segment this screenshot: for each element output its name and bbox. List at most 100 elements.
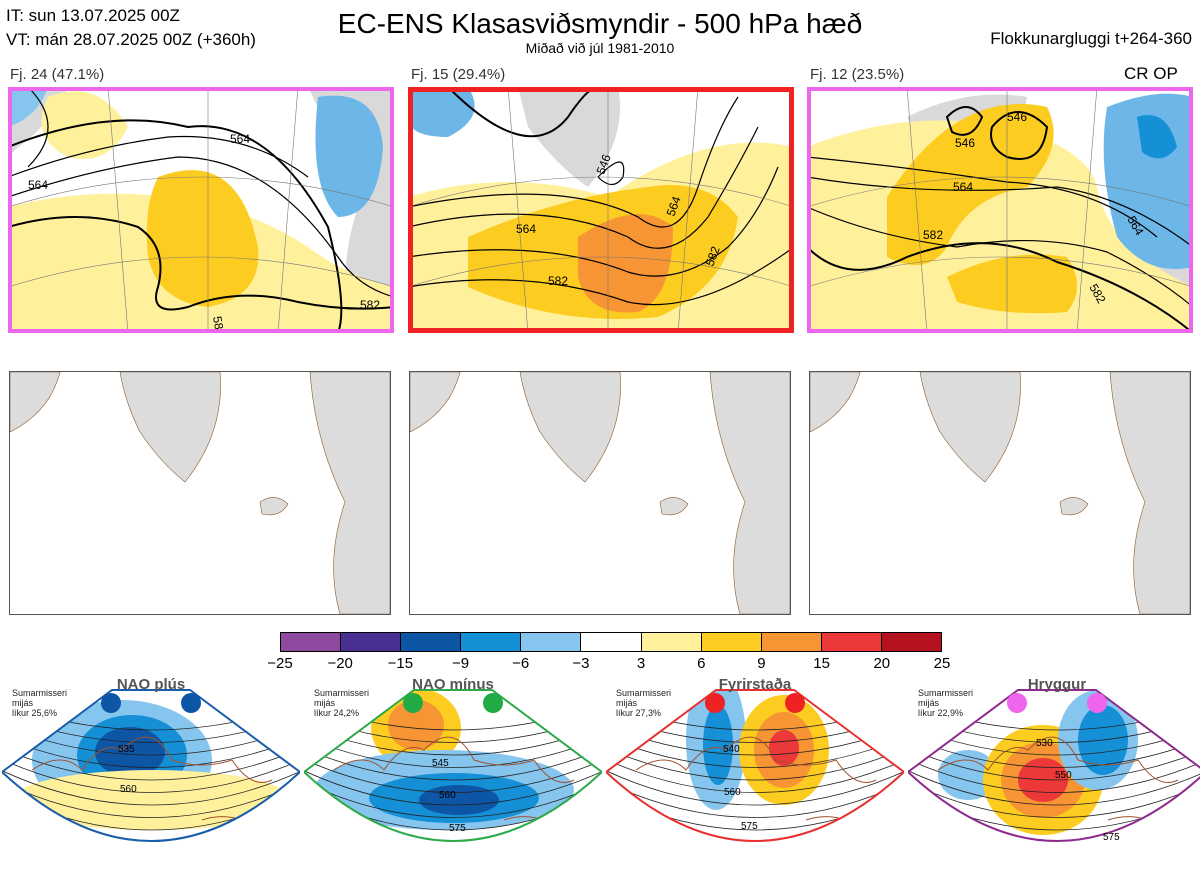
colorbar-tick-label: 20 [873, 655, 891, 672]
contour-label: 564 [953, 180, 973, 194]
contour-label: 582 [703, 244, 723, 268]
cluster-1-label: Fj. 24 (47.1%) [10, 66, 105, 83]
colorbar-segment [281, 633, 342, 651]
contour-label: 540 [723, 744, 740, 755]
regime-panel: 535 560 Sumarmisseri mijás líkur 25,6% NAO pl… [0, 676, 302, 870]
cluster-3-map: 546 546 564 582 564 582 [807, 87, 1193, 333]
contour-label: 582 [548, 274, 568, 288]
contour-label: 546 [955, 136, 975, 150]
cr-op-label: CR OP [1124, 64, 1178, 83]
contour-label: 582 [923, 228, 943, 242]
colorbar-tick-label: 9 [757, 655, 766, 672]
contour-label: 564 [230, 132, 250, 146]
contour-label: 575 [449, 823, 466, 834]
regime-name: Fyrirstaða [718, 676, 792, 693]
europe-land [709, 372, 790, 614]
graticule [8, 87, 394, 333]
greenland-land [119, 372, 221, 483]
anomaly-area [1023, 842, 1053, 854]
anomaly-positive [947, 254, 1077, 314]
anomaly-negative [8, 87, 48, 127]
contour-label: 582 [360, 298, 380, 312]
colorbar-segment [341, 633, 402, 651]
iceland-land [259, 497, 289, 516]
contour-label: 575 [1103, 832, 1120, 843]
canada-land [810, 372, 861, 433]
cluster-2-map: 546 564 582 564 582 [408, 87, 794, 333]
cluster-1-frame [8, 87, 394, 333]
colorbar-tick-label: −3 [572, 655, 590, 672]
contour-label: 546 [1007, 110, 1027, 124]
height-contour [2, 765, 300, 806]
colorbar-segment [461, 633, 522, 651]
contour-label: 550 [1055, 770, 1072, 781]
regime-info-line: Sumarmisseri [918, 688, 974, 698]
regime-panel: 545 560 575 Sumarmisseri mijás líkur 24,2% NAO… [302, 676, 604, 870]
regime-marker-dot [483, 693, 503, 713]
anomaly-area [769, 730, 799, 766]
contour-label: 535 [118, 744, 135, 755]
height-contour [908, 776, 1200, 818]
colorbar-tick-label: 15 [813, 655, 830, 672]
regime-info-line: mijás [918, 698, 940, 708]
contour-label: 560 [724, 787, 741, 798]
colorbar-tick-label: 3 [636, 655, 646, 672]
regime-frame [906, 689, 1200, 842]
valid-time: VT: mán 28.07.2025 00Z (+360h) [6, 30, 256, 49]
empty-map-3 [809, 371, 1191, 615]
colorbar-segment [521, 633, 582, 651]
graticule [807, 87, 1193, 333]
height-contour [606, 765, 904, 806]
anomaly-area [419, 785, 499, 815]
regime-info-line: mijás [12, 698, 34, 708]
colorbar-tick-label: 6 [697, 655, 706, 672]
regime-info: Sumarmisseri mijás líkur 24,2% [314, 688, 369, 718]
iceland-land [1059, 497, 1089, 516]
regime-info: Sumarmisseri mijás líkur 22,9% [918, 688, 973, 718]
regime-marker-dot [181, 693, 201, 713]
colorbar-segment [581, 633, 642, 651]
height-contour [2, 754, 300, 793]
regime-info-line: líkur 22,9% [918, 708, 964, 718]
height-contour [908, 754, 1200, 793]
iceland-land [659, 497, 689, 516]
anomaly-negative [1137, 115, 1177, 159]
empty-map-1 [9, 371, 391, 615]
regime-frame [604, 689, 906, 842]
canada-land [10, 372, 61, 433]
regime-panel: 530 550 575 Sumarmisseri mijás líkur 22,9% Hry… [906, 676, 1200, 870]
height-contour [606, 776, 904, 818]
height-contour [304, 754, 602, 793]
regime-marker-dot [101, 693, 121, 713]
regime-marker-dot [403, 693, 423, 713]
land [518, 87, 620, 187]
contour-label: 564 [516, 222, 536, 236]
regime-fan-map: 535 560 [0, 689, 302, 842]
regime-marker-dot [1087, 693, 1107, 713]
height-contour [304, 743, 602, 781]
regime-info-line: mijás [616, 698, 638, 708]
page-subtitle: Miðað við júl 1981-2010 [525, 40, 675, 56]
canada-land [410, 372, 461, 433]
anomaly-negative [408, 87, 475, 137]
height-contour [908, 765, 1200, 806]
regime-info-line: líkur 27,3% [616, 708, 662, 718]
regime-info-line: Sumarmisseri [616, 688, 672, 698]
colorbar-segment [761, 633, 822, 651]
run-info: IT: sun 13.07.2025 00Z VT: mán 28.07.202… [6, 4, 256, 52]
colorbar-segment [881, 633, 942, 651]
regime-info-line: líkur 24,2% [314, 708, 360, 718]
regime-marker-dot [705, 693, 725, 713]
height-contours [8, 87, 394, 333]
colorbar-segment [401, 633, 462, 651]
regime-info: Sumarmisseri mijás líkur 27,3% [616, 688, 671, 718]
regime-frame [0, 689, 302, 842]
anomaly-area [95, 727, 165, 777]
colorbar-tick-label: −20 [327, 655, 353, 672]
page-title: EC-ENS Klasasviðsmyndir - 500 hPa hæð [337, 8, 863, 39]
regime-info-line: líkur 25,6% [12, 708, 58, 718]
regime-marker-dot [1007, 693, 1027, 713]
contour-label: 575 [741, 821, 758, 832]
colorbar-tick-label: −25 [267, 655, 293, 672]
height-contour [304, 776, 602, 818]
